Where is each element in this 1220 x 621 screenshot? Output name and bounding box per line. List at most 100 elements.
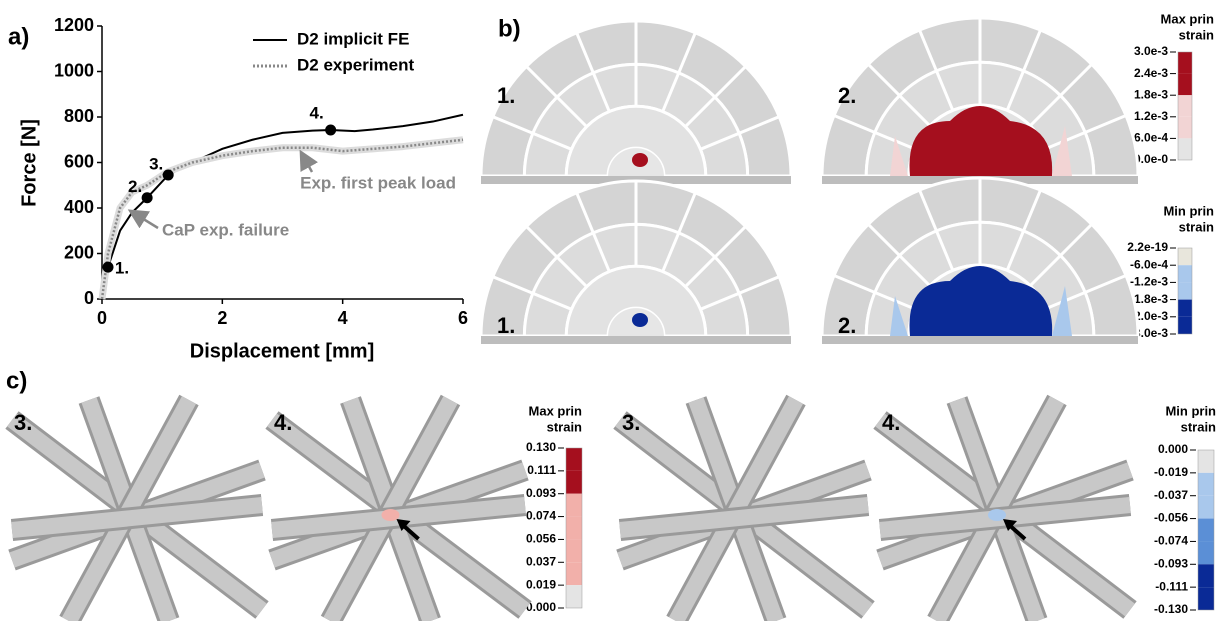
dome-image [822, 18, 1138, 184]
colorbar-title: strain [547, 419, 582, 434]
panel-label: a) [8, 23, 29, 50]
colorbar-segment [1178, 282, 1192, 299]
colorbar-label: 0.037 [526, 554, 556, 568]
dome-base [822, 336, 1138, 344]
point-label: 1. [115, 259, 129, 278]
point-marker [103, 262, 114, 273]
colorbar-label: 1.8e-3 [1134, 87, 1168, 101]
colorbar-segment [566, 585, 582, 608]
colorbar-segment [566, 539, 582, 562]
colorbar-segment [1178, 317, 1192, 334]
colorbar-label: 0.0e-0 [1134, 152, 1168, 166]
image-label: 3. [14, 410, 32, 435]
y-axis-title: Force [N] [18, 119, 40, 207]
colorbar-title: Min prin [1163, 203, 1214, 218]
dome-image [481, 181, 791, 344]
colorbar-segment [1178, 248, 1192, 265]
dome-image [822, 178, 1138, 344]
colorbar-segment [566, 562, 582, 585]
point-label: 2. [128, 177, 142, 196]
annotation: Exp. first peak load [300, 173, 456, 192]
panel-label: c) [6, 367, 27, 394]
colorbar-label: 0.000 [1158, 442, 1188, 456]
point-marker [163, 170, 174, 181]
colorbar-segment [1198, 450, 1214, 473]
x-tick-label: 6 [458, 308, 468, 328]
colorbar-label: 2.4e-3 [1134, 66, 1168, 80]
colorbar-title: Min prin [1165, 403, 1216, 418]
series-line [102, 115, 463, 299]
colorbar-label: -0.019 [1154, 465, 1188, 479]
colorbar-segment [1178, 265, 1192, 282]
legend-label: D2 implicit FE [297, 29, 409, 48]
x-tick-label: 2 [217, 308, 227, 328]
image-label: 2. [838, 83, 856, 108]
colorbar-label: -6.0e-4 [1130, 257, 1168, 271]
colorbar-title: strain [1179, 27, 1214, 42]
colorbar-segment [566, 494, 582, 517]
lattice-image [272, 400, 525, 621]
image-label: 1. [497, 83, 515, 108]
x-axis-title: Displacement [mm] [190, 340, 375, 362]
strain-region [632, 313, 648, 327]
annotation-arrow [302, 154, 312, 172]
colorbar-title: strain [1179, 219, 1214, 234]
colorbar-label: 0.074 [526, 509, 556, 523]
colorbar-segment [1178, 52, 1192, 74]
colorbar-segment [1178, 138, 1192, 160]
colorbar-label: -0.056 [1154, 511, 1188, 525]
colorbar-label: -0.111 [1155, 579, 1188, 593]
x-tick-label: 4 [338, 308, 348, 328]
colorbar-segment [1178, 74, 1192, 96]
colorbar-label: 0.056 [526, 532, 556, 546]
colorbar-segment [1198, 519, 1214, 542]
colorbar-title: Max prin [1161, 11, 1215, 26]
point-label: 4. [310, 103, 324, 122]
figure: a) b) c) Displacement [mm] Force [N] 020… [0, 0, 1220, 621]
y-tick-label: 200 [64, 242, 94, 262]
panel-label: b) [498, 15, 521, 42]
colorbar-title: strain [1181, 419, 1216, 434]
lattice-image [620, 400, 868, 621]
colorbar-title: Max prin [529, 403, 583, 418]
lattice-image [880, 400, 1130, 621]
legend-label: D2 experiment [297, 55, 414, 74]
y-tick-label: 800 [64, 106, 94, 126]
point-marker [142, 192, 153, 203]
colorbar-label: 0.093 [526, 486, 556, 500]
point-label: 3. [149, 154, 163, 173]
image-label: 2. [838, 313, 856, 338]
colorbar-segment [1198, 564, 1214, 587]
y-tick-label: 1000 [54, 60, 94, 80]
colorbar-label: 0.130 [526, 440, 556, 454]
annotation: CaP exp. failure [162, 220, 289, 239]
colorbar-label: -0.074 [1154, 534, 1188, 548]
colorbar-label: 0.019 [526, 577, 556, 591]
colorbar-label: -0.130 [1154, 602, 1188, 616]
colorbar-segment [566, 517, 582, 540]
colorbar-label: -1.2e-3 [1130, 275, 1168, 289]
colorbar-segment [1198, 496, 1214, 519]
y-tick-label: 400 [64, 197, 94, 217]
y-tick-label: 1200 [54, 15, 94, 35]
image-label: 1. [497, 313, 515, 338]
colorbar-label: 1.2e-3 [1134, 109, 1168, 123]
colorbar-segment [1178, 117, 1192, 139]
colorbar-label: -0.093 [1154, 556, 1188, 570]
colorbar-segment [566, 471, 582, 494]
colorbar-label: 2.2e-19 [1127, 240, 1168, 254]
y-tick-label: 0 [84, 288, 94, 308]
image-label: 3. [622, 410, 640, 435]
image-label: 4. [274, 410, 292, 435]
colorbar-segment [1198, 473, 1214, 496]
strain-region [632, 153, 648, 167]
image-label: 4. [882, 410, 900, 435]
colorbar-segment [1178, 95, 1192, 117]
colorbar-segment [1178, 300, 1192, 317]
y-tick-label: 600 [64, 151, 94, 171]
point-marker [325, 124, 336, 135]
colorbar-label: -0.037 [1154, 488, 1188, 502]
colorbar-label: 3.0e-3 [1134, 44, 1168, 58]
annotation-arrow [132, 212, 158, 228]
colorbar-label: 0.111 [527, 463, 556, 477]
